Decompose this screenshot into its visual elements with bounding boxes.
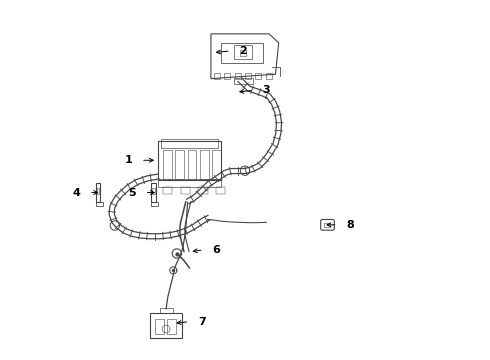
Bar	[160, 308, 172, 313]
Bar	[235, 73, 241, 79]
Bar	[181, 187, 190, 194]
Text: 1: 1	[124, 155, 132, 165]
Bar	[266, 73, 271, 79]
Bar	[224, 73, 230, 79]
Bar	[220, 43, 263, 63]
Bar	[212, 150, 221, 179]
Bar	[161, 139, 218, 148]
Text: 5: 5	[128, 188, 136, 198]
Text: 6: 6	[212, 245, 220, 255]
Bar	[97, 188, 99, 194]
Bar	[158, 179, 221, 187]
Bar	[96, 183, 100, 202]
Text: 4: 4	[73, 188, 80, 198]
Bar	[245, 73, 251, 79]
Bar	[152, 188, 155, 194]
Bar	[163, 150, 172, 179]
Bar	[214, 73, 220, 79]
Text: 3: 3	[263, 85, 270, 95]
Text: 2: 2	[239, 46, 247, 56]
Bar	[175, 150, 184, 179]
Bar	[151, 202, 158, 206]
Bar	[151, 183, 156, 202]
Text: 8: 8	[346, 220, 354, 230]
Bar	[198, 187, 208, 194]
Bar	[234, 45, 251, 59]
Bar	[216, 187, 225, 194]
Bar	[155, 319, 165, 334]
Text: 7: 7	[198, 317, 206, 327]
Bar	[96, 202, 103, 206]
Bar	[255, 73, 261, 79]
Bar	[234, 78, 253, 84]
Bar	[240, 50, 246, 56]
Bar	[167, 319, 176, 334]
Bar	[324, 223, 330, 227]
Bar	[163, 187, 172, 194]
Bar	[188, 150, 196, 179]
Bar	[200, 150, 209, 179]
